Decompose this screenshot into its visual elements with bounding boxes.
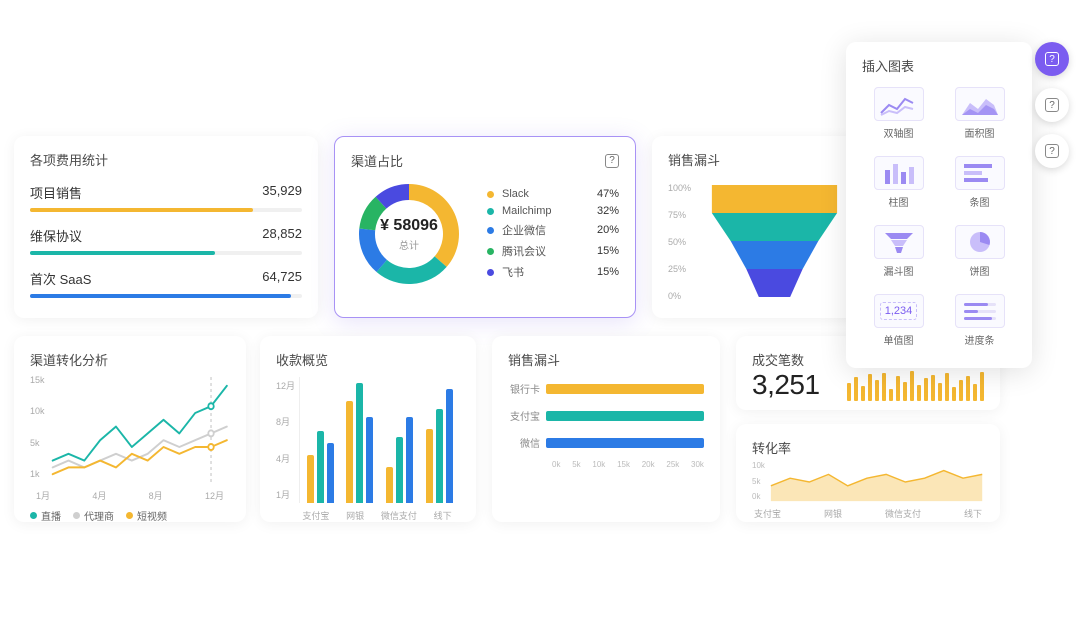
legend-item[interactable]: 短视频 xyxy=(126,508,167,523)
sales-funnel-card: 销售漏斗 100%75%50%25%0% xyxy=(652,136,874,318)
legend-item[interactable]: 腾讯会议15% xyxy=(487,243,619,259)
hbar-label: 微信 xyxy=(508,435,546,450)
sales-funnel-hbar-card: 销售漏斗 银行卡支付宝微信 0k5k10k15k20k25k30k xyxy=(492,336,720,522)
legend-name: 腾讯会议 xyxy=(502,243,597,259)
expense-stats-card: 各项费用统计 项目销售 35,929 维保协议 28,852 首次 SaaS 64,725 xyxy=(14,136,318,318)
chart-type-area[interactable]: 面积图 xyxy=(943,83,1016,144)
expense-label: 首次 SaaS xyxy=(30,269,91,288)
card-title: 各项费用统计 xyxy=(30,150,302,169)
expense-value: 28,852 xyxy=(262,226,302,245)
bar-group xyxy=(307,431,334,503)
sparkline-bars xyxy=(847,369,984,401)
help-primary[interactable]: ? xyxy=(1035,42,1069,76)
legend-pct: 20% xyxy=(597,224,619,236)
chart-type-label: 面积图 xyxy=(965,125,995,140)
card-title: 销售漏斗 xyxy=(508,350,704,369)
hbar-label: 支付宝 xyxy=(508,408,546,423)
chart-type-label: 漏斗图 xyxy=(884,263,914,278)
panel-title: 插入图表 xyxy=(862,56,1016,75)
card-title: 渠道占比 xyxy=(351,151,403,170)
chart-type-number[interactable]: 1,234 单值图 xyxy=(862,290,935,351)
legend-pct: 32% xyxy=(597,205,619,217)
legend-item[interactable]: 企业微信20% xyxy=(487,222,619,238)
channel-share-card[interactable]: 渠道占比 ? ¥ 58096 总计 Slack47%Mailchimp32%企业… xyxy=(334,136,636,318)
chart-type-label: 条图 xyxy=(970,194,990,209)
hbar-row: 微信 xyxy=(508,435,704,450)
legend-pct: 15% xyxy=(597,266,619,278)
help-icon: ? xyxy=(1045,52,1059,66)
legend-pct: 47% xyxy=(597,188,619,200)
dual-axis-icon xyxy=(874,87,924,121)
card-title: 销售漏斗 xyxy=(668,150,858,169)
help-1[interactable]: ? xyxy=(1035,88,1069,122)
donut-total-label: 总计 xyxy=(399,237,419,252)
expense-row: 项目销售 35,929 xyxy=(30,183,302,212)
legend-item[interactable]: Slack47% xyxy=(487,188,619,200)
chart-type-dual-axis[interactable]: 双轴图 xyxy=(862,83,935,144)
chart-type-funnel[interactable]: 漏斗图 xyxy=(862,221,935,282)
legend-name: Mailchimp xyxy=(502,205,597,217)
expense-label: 项目销售 xyxy=(30,183,82,202)
hbar-row: 银行卡 xyxy=(508,381,704,396)
hbar-label: 银行卡 xyxy=(508,381,546,396)
deal-value: 3,251 xyxy=(752,369,820,401)
chart-type-label: 双轴图 xyxy=(884,125,914,140)
legend-item[interactable]: Mailchimp32% xyxy=(487,205,619,217)
conversion-rate-card: 转化率 10k5k0k 支付宝网银微信支付线下 xyxy=(736,424,1000,522)
chart-type-label: 进度条 xyxy=(965,332,995,347)
expense-value: 64,725 xyxy=(262,269,302,288)
card-title: 渠道转化分析 xyxy=(30,350,230,369)
legend-pct: 15% xyxy=(597,245,619,257)
number-icon: 1,234 xyxy=(874,294,924,328)
chart-type-bar[interactable]: 条图 xyxy=(943,152,1016,213)
channel-conversion-card: 渠道转化分析 15k10k5k1k 1月4月8月12月 直播代理商短视频 xyxy=(14,336,246,522)
donut-total-value: ¥ 58096 xyxy=(380,217,438,235)
expense-label: 维保协议 xyxy=(30,226,82,245)
donut-chart: ¥ 58096 总计 xyxy=(351,176,467,292)
bar-group xyxy=(386,417,413,503)
legend-item[interactable]: 代理商 xyxy=(73,508,114,523)
bar-group xyxy=(346,383,373,503)
area-icon xyxy=(955,87,1005,121)
help-2[interactable]: ? xyxy=(1035,134,1069,168)
expense-row: 首次 SaaS 64,725 xyxy=(30,269,302,298)
card-title: 收款概览 xyxy=(276,350,460,369)
insert-chart-panel: 插入图表 双轴图 面积图柱图 条图漏斗图 饼图 1,234 单值图 进度条 xyxy=(846,42,1032,368)
hbar-row: 支付宝 xyxy=(508,408,704,423)
column-icon xyxy=(874,156,924,190)
chart-type-label: 单值图 xyxy=(884,332,914,347)
card-title: 转化率 xyxy=(752,438,984,457)
line-chart xyxy=(49,375,230,485)
funnel-icon xyxy=(874,225,924,259)
help-icon: ? xyxy=(1045,98,1059,112)
chart-type-label: 饼图 xyxy=(970,263,990,278)
legend-name: Slack xyxy=(502,188,597,200)
chart-type-label: 柱图 xyxy=(889,194,909,209)
help-icon: ? xyxy=(1045,144,1059,158)
pie-icon xyxy=(955,225,1005,259)
bar-group xyxy=(426,389,453,503)
expense-value: 35,929 xyxy=(262,183,302,202)
bar-icon xyxy=(955,156,1005,190)
chart-type-column[interactable]: 柱图 xyxy=(862,152,935,213)
area-chart xyxy=(769,461,984,503)
payment-overview-card: 收款概览 12月8月4月1月 支付宝网银微信支付线下 xyxy=(260,336,476,522)
chart-type-progress[interactable]: 进度条 xyxy=(943,290,1016,351)
chart-type-pie[interactable]: 饼图 xyxy=(943,221,1016,282)
legend-item[interactable]: 直播 xyxy=(30,508,61,523)
legend-name: 飞书 xyxy=(502,264,597,280)
progress-icon xyxy=(955,294,1005,328)
expense-row: 维保协议 28,852 xyxy=(30,226,302,255)
help-icon[interactable]: ? xyxy=(605,154,619,168)
grouped-bar-chart xyxy=(299,377,460,503)
legend-name: 企业微信 xyxy=(502,222,597,238)
legend-item[interactable]: 飞书15% xyxy=(487,264,619,280)
